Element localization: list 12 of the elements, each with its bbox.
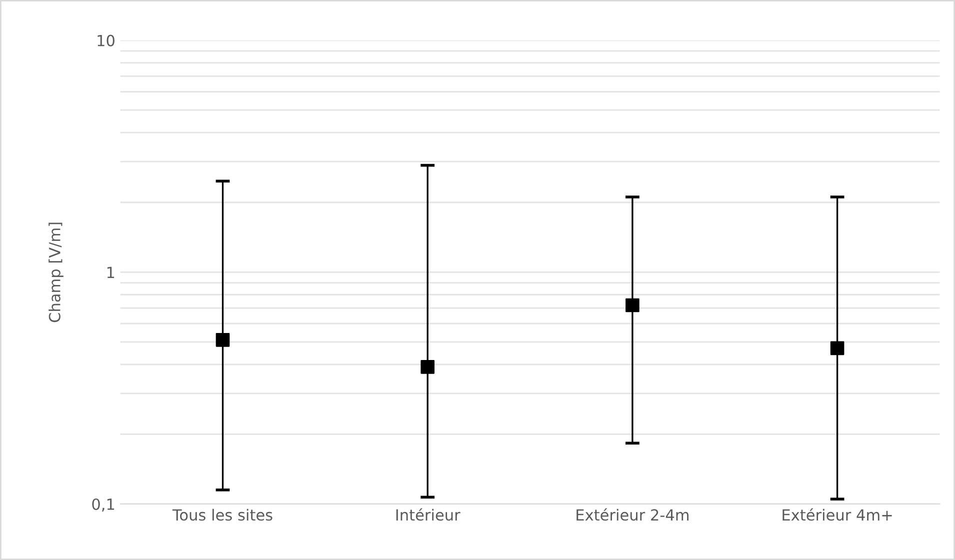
point — [216, 333, 230, 347]
point — [830, 341, 844, 356]
y-tick-label: 1 — [107, 266, 114, 278]
x-tick-label: Intérieur — [396, 508, 460, 521]
x-tick-label: Extérieur 4m+ — [782, 508, 892, 521]
point — [626, 298, 640, 312]
y-axis-title: Champ [V/m] — [48, 222, 64, 322]
y-tick-label: 10 — [98, 34, 114, 46]
x-tick-label: Extérieur 2-4m — [576, 508, 688, 521]
x-tick-label: Tous les sites — [172, 508, 272, 521]
y-tick-label: 0,1 — [92, 498, 114, 512]
point — [420, 360, 435, 374]
